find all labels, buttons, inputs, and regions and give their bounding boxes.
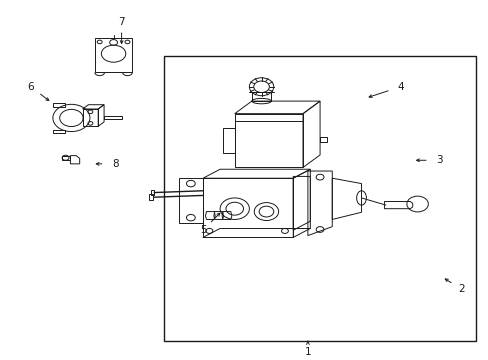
Text: 6: 6 <box>27 82 34 92</box>
Text: 2: 2 <box>457 284 464 294</box>
Bar <box>163 56 475 341</box>
Text: 1: 1 <box>304 347 310 357</box>
Text: 7: 7 <box>118 17 124 27</box>
Text: 4: 4 <box>396 82 403 92</box>
Text: 3: 3 <box>435 155 442 165</box>
Text: 5: 5 <box>199 225 206 235</box>
Text: 8: 8 <box>112 159 119 169</box>
